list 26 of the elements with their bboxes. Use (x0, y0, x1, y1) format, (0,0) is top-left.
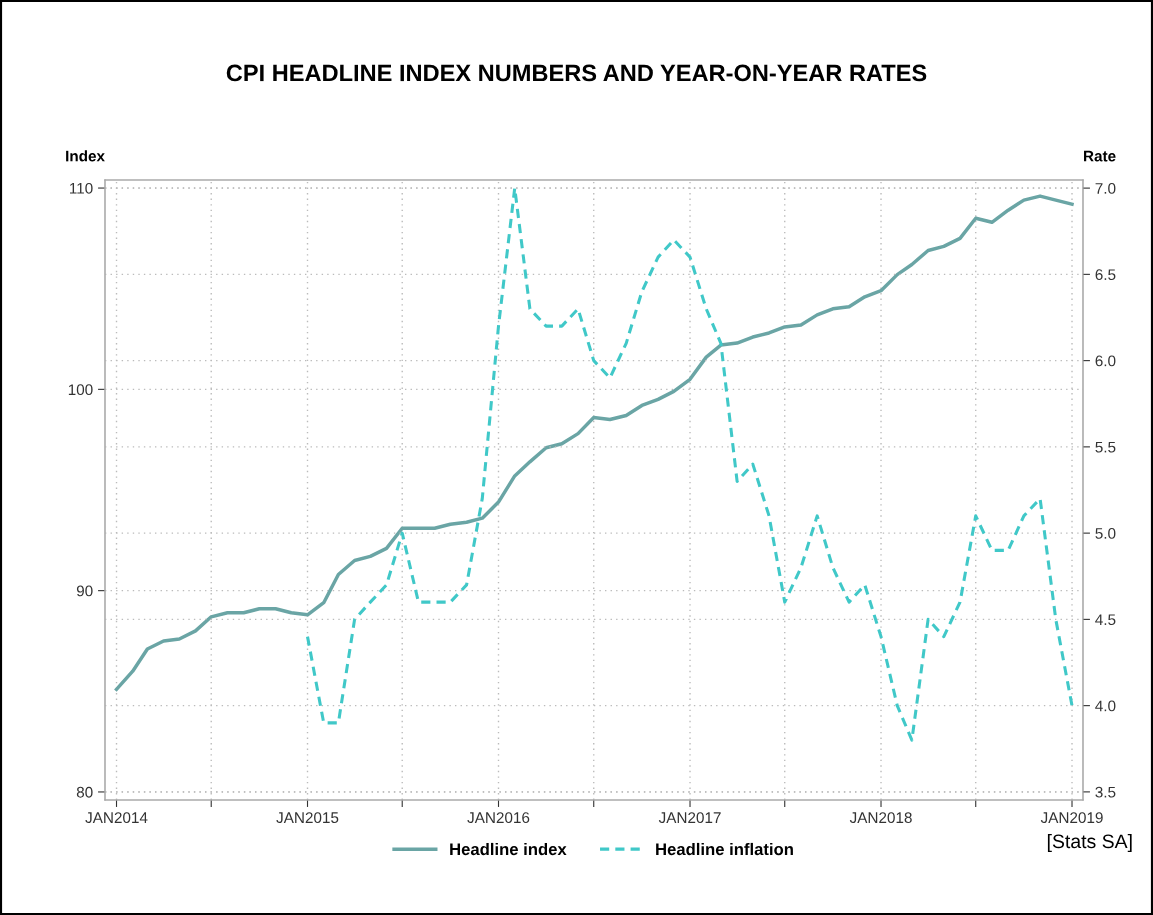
text: [Stats SA] (1047, 833, 1132, 853)
chart-title: CPI HEADLINE INDEX NUMBERS AND YEAR-ON-YEAR RATES (226, 64, 927, 82)
x-tick-label: JAN2019 (1040, 812, 1103, 824)
y-tick-label: 90 (76, 585, 93, 597)
x-tick-label: JAN2015 (276, 812, 339, 824)
y2-tick-label: 5.5 (1095, 441, 1116, 453)
y2-tick-label: 7.0 (1095, 182, 1116, 194)
y-tick-label: 110 (70, 182, 93, 194)
y2-axis-title: Rate (1084, 150, 1116, 162)
y-tick-label: 80 (76, 786, 93, 798)
x-tick-label: JAN2016 (467, 812, 530, 824)
y-axis-title: Index (66, 150, 105, 162)
x-tick-label: JAN2014 (85, 812, 148, 824)
y2-tick-label: 3.5 (1095, 786, 1116, 798)
x-tick-label: JAN2017 (658, 812, 721, 824)
y2-tick-label: 5.0 (1095, 528, 1116, 539)
y2-tick-label: 4.0 (1095, 700, 1116, 712)
line-series (305, 186, 1074, 742)
legend-label: Headline index (450, 842, 567, 856)
y-tick-label: 100 (68, 384, 93, 396)
legend-label: Headline inflation (656, 842, 793, 856)
y2-tick-label: 4.5 (1095, 614, 1116, 626)
y2-tick-label: 6.0 (1095, 355, 1116, 367)
x-tick-label: JAN2018 (849, 812, 912, 824)
y2-tick-label: 6.5 (1095, 269, 1116, 281)
line-series (114, 194, 1074, 692)
